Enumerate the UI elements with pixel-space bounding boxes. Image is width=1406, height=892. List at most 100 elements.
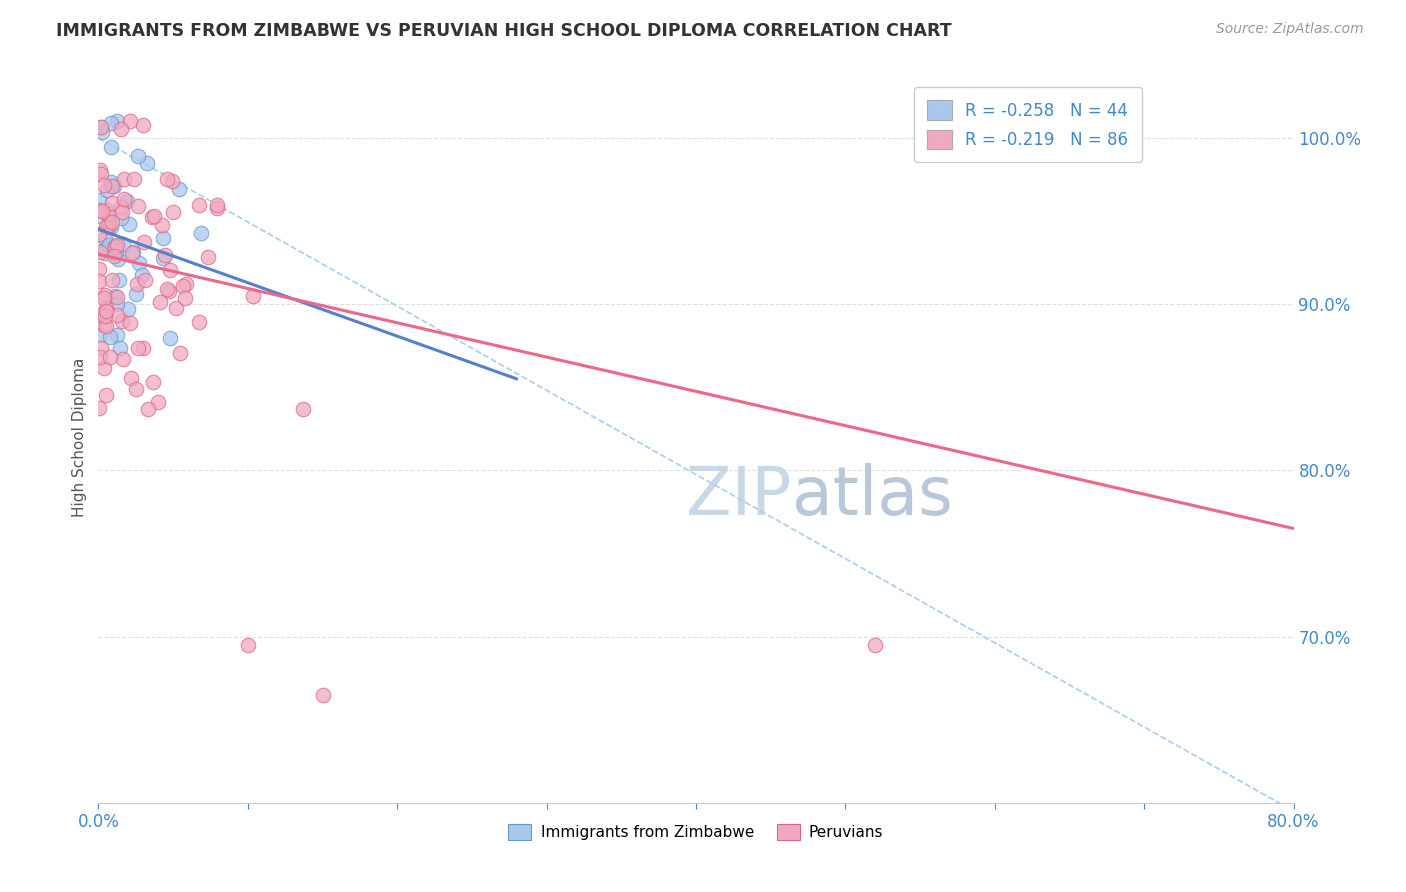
Point: [188, 315, 211, 329]
Point: [90, 120, 112, 134]
Point: [93, 318, 115, 332]
Point: [152, 251, 174, 265]
Point: [104, 244, 127, 259]
Point: [187, 198, 209, 212]
Point: [311, 688, 333, 702]
Point: [174, 277, 197, 292]
Point: [103, 178, 125, 193]
Point: [197, 250, 219, 264]
Point: [242, 289, 264, 303]
Point: [98, 214, 121, 228]
Point: [125, 382, 148, 396]
Point: [120, 316, 142, 330]
Point: [89, 327, 111, 342]
Point: [94, 232, 117, 246]
Point: [132, 342, 155, 356]
Point: [100, 273, 122, 287]
Point: [141, 210, 163, 224]
Point: [167, 181, 190, 195]
Point: [98, 351, 121, 365]
Point: [97, 207, 120, 221]
Point: [87, 261, 110, 276]
Point: [112, 193, 135, 207]
Point: [120, 371, 142, 385]
Point: [236, 638, 259, 652]
Point: [89, 308, 111, 322]
Point: [111, 351, 134, 366]
Point: [89, 401, 111, 415]
Point: [125, 287, 148, 301]
Point: [159, 262, 181, 277]
Point: [122, 172, 145, 186]
Point: [865, 638, 887, 652]
Point: [105, 308, 128, 322]
Point: [115, 194, 138, 209]
Point: [107, 252, 129, 266]
Point: [93, 360, 115, 375]
Point: [90, 120, 112, 135]
Point: [108, 341, 131, 355]
Point: [98, 219, 121, 233]
Point: [162, 205, 184, 219]
Point: [93, 291, 115, 305]
Point: [100, 115, 122, 129]
Point: [104, 246, 127, 260]
Point: [190, 226, 212, 240]
Point: [136, 156, 159, 170]
Point: [149, 294, 172, 309]
Point: [94, 246, 117, 260]
Point: [96, 202, 118, 217]
Point: [101, 178, 124, 193]
Text: ZIP: ZIP: [686, 463, 792, 529]
Point: [100, 175, 122, 189]
Point: [127, 149, 149, 163]
Point: [134, 235, 156, 250]
Point: [96, 301, 118, 315]
Point: [156, 171, 179, 186]
Point: [169, 346, 191, 360]
Point: [89, 209, 111, 223]
Point: [90, 341, 112, 355]
Point: [160, 174, 183, 188]
Point: [110, 200, 132, 214]
Point: [166, 301, 188, 315]
Point: [94, 288, 117, 302]
Point: [131, 268, 153, 283]
Point: [157, 284, 180, 298]
Point: [132, 119, 155, 133]
Point: [111, 205, 134, 219]
Point: [112, 236, 135, 251]
Point: [136, 401, 159, 416]
Point: [114, 171, 136, 186]
Point: [142, 375, 165, 389]
Point: [110, 211, 132, 226]
Point: [91, 125, 114, 139]
Point: [89, 350, 111, 364]
Point: [127, 199, 149, 213]
Point: [87, 194, 110, 208]
Point: [153, 248, 176, 262]
Point: [105, 297, 128, 311]
Point: [150, 218, 173, 232]
Point: [105, 238, 128, 252]
Text: atlas: atlas: [792, 463, 952, 529]
Point: [117, 302, 139, 317]
Point: [100, 139, 122, 153]
Point: [96, 183, 118, 197]
Point: [104, 240, 127, 254]
Point: [103, 249, 125, 263]
Point: [118, 218, 141, 232]
Point: [94, 387, 117, 401]
Point: [205, 198, 228, 212]
Point: [105, 290, 128, 304]
Point: [111, 314, 134, 328]
Point: [110, 122, 132, 136]
Point: [94, 309, 117, 323]
Point: [127, 341, 149, 355]
Point: [159, 331, 181, 345]
Point: [122, 245, 145, 260]
Point: [152, 230, 174, 244]
Point: [292, 402, 315, 417]
Point: [89, 244, 111, 259]
Legend: Immigrants from Zimbabwe, Peruvians: Immigrants from Zimbabwe, Peruvians: [502, 817, 890, 847]
